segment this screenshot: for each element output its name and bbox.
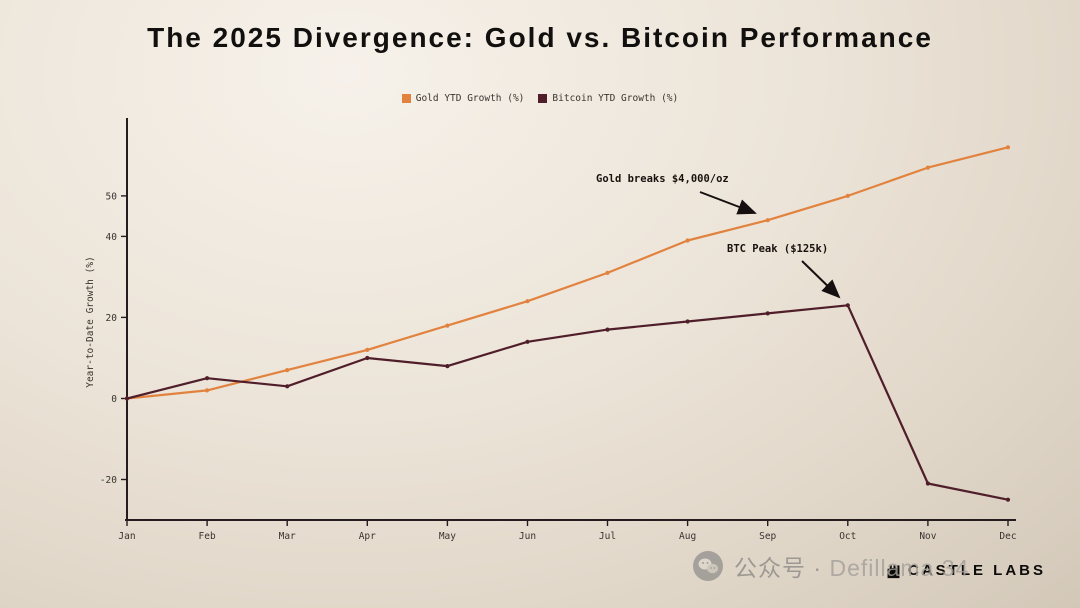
watermark-wechat-label: 公众号 ·	[734, 555, 823, 581]
x-tick-label: Jun	[519, 531, 536, 542]
data-point	[285, 384, 290, 389]
page-title: The 2025 Divergence: Gold vs. Bitcoin Pe…	[147, 22, 933, 53]
watermark-text: 公众号 · Defillama 34	[734, 549, 969, 583]
data-point	[445, 323, 450, 328]
data-point	[525, 339, 530, 344]
data-point	[285, 368, 290, 373]
watermark: 公众号 · Defillama 34	[692, 549, 969, 583]
data-point	[1005, 145, 1011, 150]
x-tick-label: Aug	[679, 531, 696, 542]
data-point	[445, 364, 450, 369]
x-tick-label: Nov	[919, 531, 936, 542]
wechat-icon	[693, 551, 723, 581]
x-tick-label: May	[439, 531, 456, 542]
y-tick-label: 0	[111, 394, 117, 405]
annotation-arrow-1	[801, 260, 841, 299]
watermark-account: Defillama 34	[829, 555, 970, 581]
x-tick-label: Sep	[759, 531, 776, 542]
series-line-0	[125, 146, 1010, 400]
x-tick-label: Apr	[359, 531, 376, 542]
x-tick-label: Mar	[279, 531, 296, 542]
y-tick-label: 20	[106, 313, 118, 324]
legend-item-1: Bitcoin YTD Growth (%)	[538, 93, 678, 104]
legend: Gold YTD Growth (%) Bitcoin YTD Growth (%…	[0, 93, 1080, 104]
data-point	[1005, 497, 1011, 502]
legend-label: Gold YTD Growth (%)	[415, 93, 525, 104]
series-line-1	[125, 304, 1010, 501]
data-point	[685, 319, 690, 324]
data-point	[205, 376, 210, 381]
annotation-label-1: BTC Peak ($125k)	[727, 243, 828, 255]
x-tick-label: Oct	[839, 531, 856, 542]
y-axis-label: Year-to-Date Growth (%)	[85, 256, 96, 388]
legend-swatch	[538, 94, 548, 103]
x-tick-label: Dec	[999, 531, 1016, 542]
castle-icon	[887, 565, 900, 579]
data-point	[124, 396, 130, 401]
y-tick-label: 50	[106, 191, 118, 202]
data-point	[605, 270, 610, 275]
data-point	[765, 311, 770, 316]
legend-swatch	[401, 94, 411, 103]
chart-canvas: -20 0 20 40 50 Jan Feb Mar Apr May Jun Jul Aug Sep Oct…	[85, 118, 1017, 542]
data-point	[925, 165, 931, 170]
data-point	[525, 299, 530, 304]
annotation-label-0: Gold breaks $4,000/oz	[596, 173, 729, 185]
y-tick-label: -20	[100, 475, 117, 486]
data-point	[925, 481, 931, 486]
x-tick-label: Jul	[599, 531, 616, 542]
data-point	[365, 355, 370, 361]
data-point	[845, 303, 850, 308]
x-tick-label: Feb	[199, 531, 216, 542]
brand-logo: CASTLE LABS	[885, 562, 1046, 579]
data-point	[365, 347, 370, 352]
data-point	[605, 327, 610, 332]
data-point	[685, 238, 690, 243]
data-point	[845, 193, 850, 198]
brand-name: CASTLE LABS	[908, 562, 1046, 579]
data-point	[205, 388, 210, 393]
legend-label: Bitcoin YTD Growth (%)	[552, 93, 679, 104]
y-tick-label: 40	[106, 232, 118, 243]
data-point	[765, 218, 770, 223]
x-tick-label: Jan	[118, 531, 135, 542]
legend-item-0: Gold YTD Growth (%)	[401, 93, 525, 104]
annotation-arrow-0	[699, 191, 757, 215]
